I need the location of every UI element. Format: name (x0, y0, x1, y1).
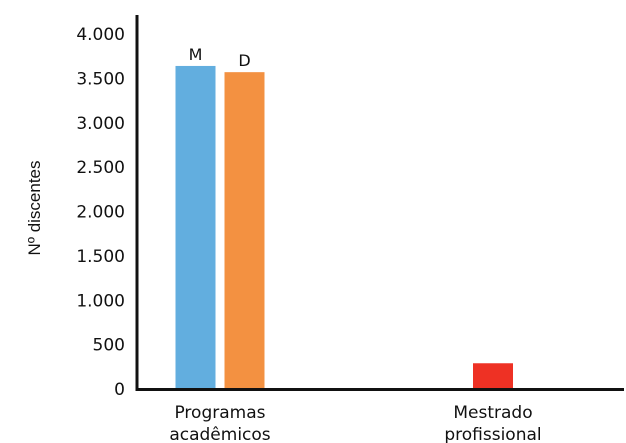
bar-series-label: D (238, 51, 250, 70)
y-tick-label: 3.000 (76, 114, 125, 134)
axes (135, 15, 624, 391)
y-axis-label: Nº discentes (25, 160, 44, 255)
y-tick-label: 0 (114, 380, 125, 400)
y-tick-label: 1.000 (76, 291, 125, 311)
bar-series-label: M (189, 45, 203, 64)
x-axis-categories: Programas acadêmicos Mestrado profissional (169, 403, 541, 443)
bars (175, 65, 513, 389)
bar (175, 65, 216, 389)
y-tick-label: 3.500 (76, 69, 125, 89)
x-category-label: Mestrado (453, 403, 532, 423)
x-category-label: Programas (174, 403, 265, 423)
y-tick-label: 1.500 (76, 247, 125, 267)
y-axis-ticks: 0 500 1.000 1.500 2.000 2.500 3.000 3.500 4.000 (76, 25, 125, 400)
x-category-label: acadêmicos (169, 425, 270, 443)
y-tick-label: 4.000 (76, 25, 125, 45)
bar (473, 363, 513, 389)
y-tick-label: 500 (93, 336, 125, 356)
y-tick-label: 2.500 (76, 158, 125, 178)
y-tick-label: 2.000 (76, 203, 125, 223)
bar (224, 72, 265, 389)
x-category-label: profissional (444, 425, 541, 443)
